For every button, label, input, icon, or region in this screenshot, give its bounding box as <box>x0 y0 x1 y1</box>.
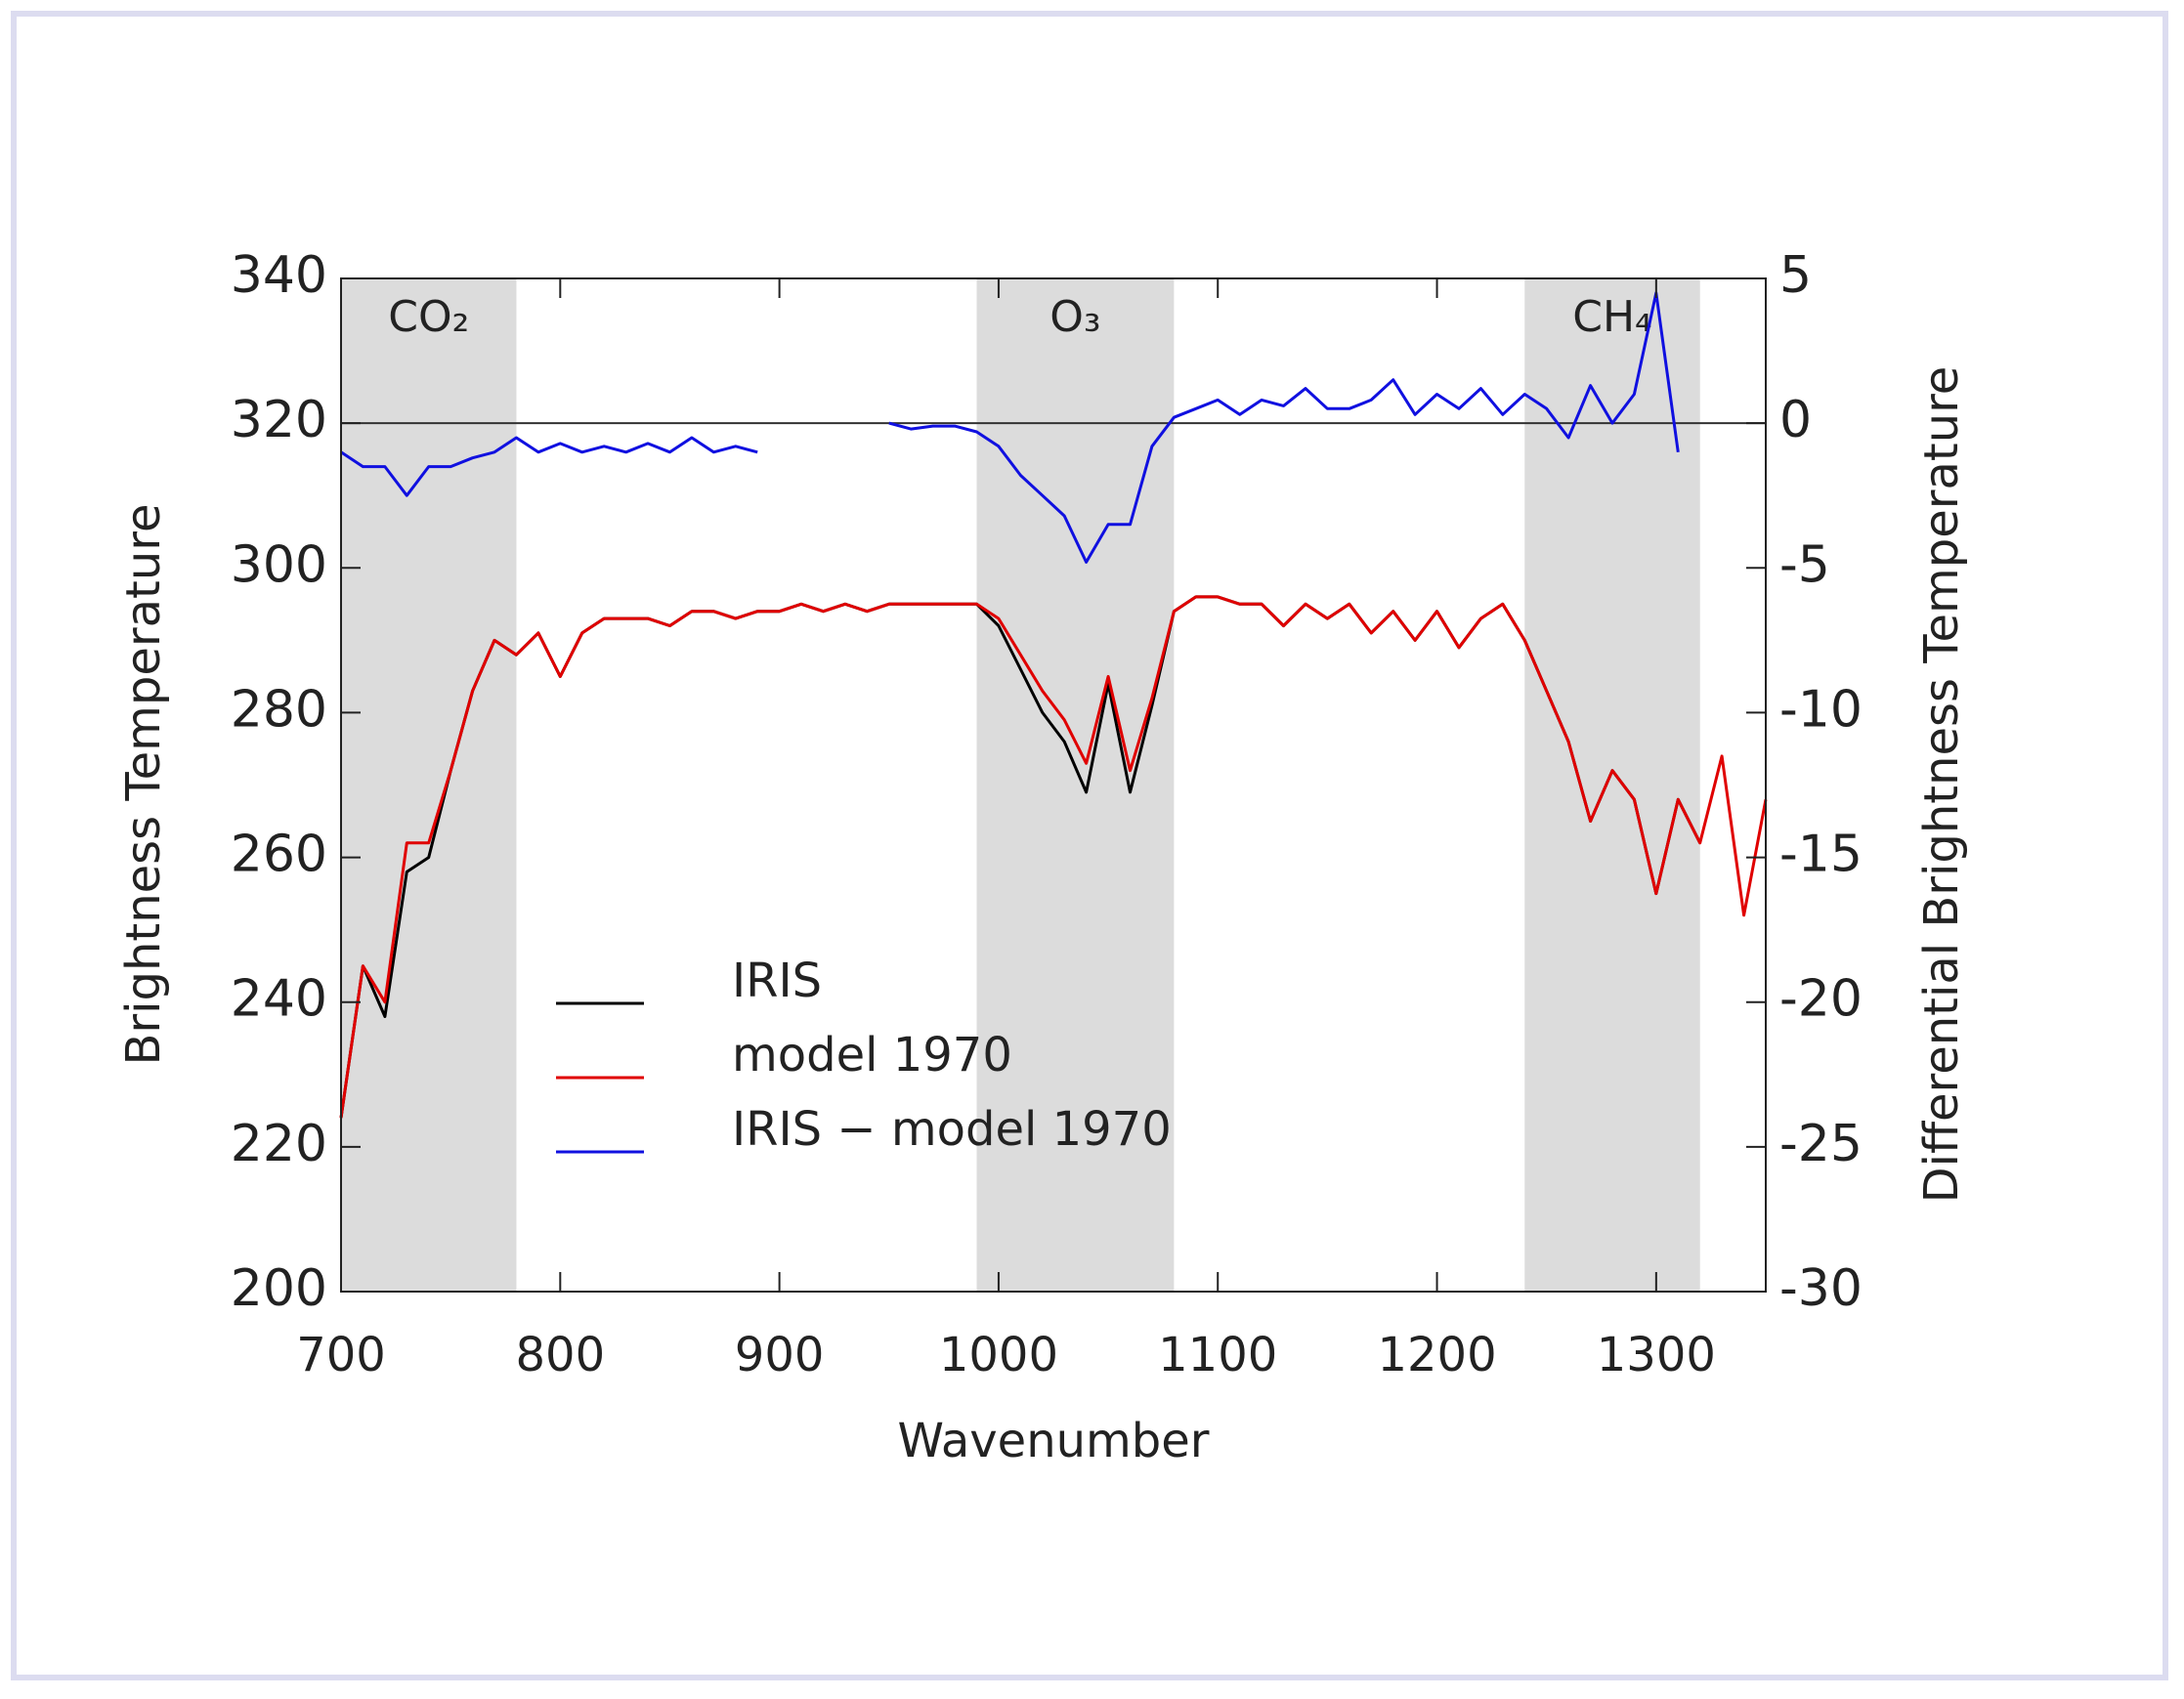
y2-tick-label: -15 <box>1779 826 1863 884</box>
x-tick-label: 1200 <box>1377 1328 1496 1382</box>
series-line <box>339 595 1768 1119</box>
y2-tick-label: -25 <box>1779 1115 1863 1173</box>
series-line <box>340 436 758 497</box>
legend-label: model 1970 <box>732 1028 1012 1083</box>
y2-tick-label: -5 <box>1779 535 1830 594</box>
x-tick-label: 1300 <box>1597 1328 1716 1382</box>
band-label: CH₄ <box>1572 292 1651 342</box>
x-axis-title: Wavenumber <box>897 1414 1209 1468</box>
x-tick-label: 1100 <box>1158 1328 1277 1382</box>
y-tick-label: 320 <box>231 391 327 449</box>
x-tick-label: 900 <box>735 1328 825 1382</box>
y2-tick-label: -20 <box>1779 970 1863 1029</box>
axes-box <box>340 277 1767 1293</box>
y2-tick-label: 5 <box>1779 246 1812 305</box>
band <box>1524 278 1700 1292</box>
y2-tick-label: 0 <box>1779 391 1812 449</box>
y-axis-title: Brightness Temperature <box>116 504 171 1066</box>
y2-tick-label: -10 <box>1779 680 1863 739</box>
y-tick-label: 220 <box>231 1115 327 1173</box>
x-tick-label: 700 <box>296 1328 386 1382</box>
y-tick-label: 200 <box>231 1259 327 1318</box>
band-label: CO₂ <box>388 292 469 342</box>
y-tick-label: 260 <box>231 826 327 884</box>
legend-label: IRIS <box>732 954 822 1008</box>
band <box>341 278 517 1292</box>
band <box>976 278 1175 1292</box>
legend-label: IRIS − model 1970 <box>732 1102 1172 1157</box>
y-tick-label: 300 <box>231 535 327 594</box>
y2-axis-title: Differential Brightness Temperature <box>1914 366 1969 1204</box>
x-tick-label: 800 <box>515 1328 605 1382</box>
x-tick-label: 1000 <box>939 1328 1058 1382</box>
y-tick-label: 240 <box>231 970 327 1029</box>
series-line <box>888 291 1680 564</box>
y-tick-label: 340 <box>231 246 327 305</box>
band-label: O₃ <box>1049 292 1100 342</box>
y2-tick-label: -30 <box>1779 1259 1863 1318</box>
y-tick-label: 280 <box>231 680 327 739</box>
